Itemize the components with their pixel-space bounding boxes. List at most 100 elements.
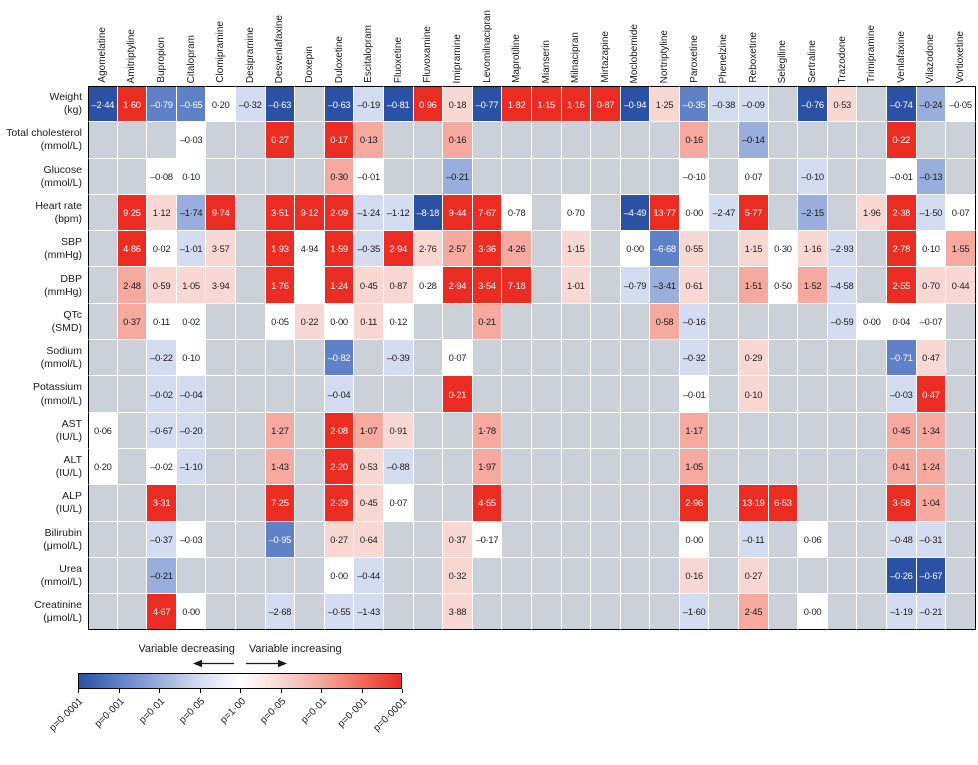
heatmap-cell: 0·02 bbox=[176, 303, 207, 341]
heatmap-cell bbox=[857, 376, 888, 413]
heatmap-cell bbox=[295, 594, 325, 631]
heatmap-cell bbox=[383, 594, 414, 631]
heatmap-cell: –1·74 bbox=[176, 194, 207, 232]
heatmap-cell: –0·05 bbox=[946, 86, 976, 123]
heatmap-cell bbox=[798, 412, 828, 449]
heatmap-cell: –0·81 bbox=[383, 86, 414, 123]
heatmap-cell bbox=[827, 557, 858, 595]
heatmap-cell: 0·30 bbox=[768, 231, 799, 268]
heatmap-cell bbox=[561, 376, 592, 413]
heatmap-cell: 1·55 bbox=[946, 231, 976, 268]
heatmap-cell: –0·26 bbox=[887, 557, 917, 595]
heatmap-cell bbox=[502, 485, 532, 522]
row-label: Bilirubin (μmol/L) bbox=[43, 526, 82, 552]
row-label: Heart rate (bpm) bbox=[35, 199, 82, 226]
heatmap-cell bbox=[413, 557, 444, 595]
heatmap-cell: 6·53 bbox=[768, 485, 799, 522]
heatmap-cell bbox=[413, 376, 444, 413]
heatmap-cell bbox=[709, 376, 740, 413]
heatmap-cell: 0·00 bbox=[324, 557, 355, 595]
heatmap-cell bbox=[591, 194, 621, 232]
row-label: Potassium (mmol/L) bbox=[32, 381, 82, 407]
heatmap-cell bbox=[354, 340, 384, 377]
heatmap-cell: 3·54 bbox=[472, 267, 503, 304]
heatmap-cell: –0·94 bbox=[620, 86, 651, 123]
heatmap-cell: 1·93 bbox=[265, 231, 296, 268]
heatmap-cell bbox=[235, 521, 266, 558]
heatmap-cell bbox=[88, 303, 118, 341]
heatmap-cell: 3·51 bbox=[265, 194, 296, 232]
corner-spacer bbox=[0, 6, 88, 86]
heatmap-cell bbox=[650, 485, 680, 522]
heatmap-cell: 0·70 bbox=[916, 267, 947, 304]
row-label: Sodium (mmol/L) bbox=[40, 345, 82, 371]
heatmap-cell bbox=[798, 340, 828, 377]
column-header-mianserin: Mianserin bbox=[540, 39, 552, 83]
heatmap-cell bbox=[502, 557, 532, 595]
heatmap-cell bbox=[768, 194, 799, 232]
heatmap-cell bbox=[591, 122, 621, 159]
heatmap-cell: 9·44 bbox=[443, 194, 473, 232]
column-header-mirtazapine: Mirtazapine bbox=[599, 31, 611, 83]
heatmap-cell bbox=[650, 412, 680, 449]
tick-label: p=0·0001 bbox=[371, 696, 410, 735]
heatmap-cell bbox=[857, 448, 888, 486]
heatmap-cell bbox=[413, 485, 444, 522]
heatmap-cell bbox=[650, 376, 680, 413]
tick-label: p=0·01 bbox=[136, 696, 167, 727]
heatmap-cell bbox=[798, 376, 828, 413]
heatmap-cell bbox=[295, 412, 325, 449]
heatmap-cell: –0·76 bbox=[798, 86, 828, 123]
heatmap-cell: –0·22 bbox=[147, 340, 177, 377]
heatmap-cell: –0·55 bbox=[324, 594, 355, 631]
heatmap-cell bbox=[88, 122, 118, 159]
heatmap-cell bbox=[620, 303, 651, 341]
heatmap-cell bbox=[591, 231, 621, 268]
heatmap-cell: 0·45 bbox=[354, 485, 384, 522]
heatmap-cell: 2·09 bbox=[324, 194, 355, 232]
heatmap-cell: –0·16 bbox=[679, 303, 710, 341]
heatmap-cell bbox=[531, 412, 562, 449]
heatmap-cell bbox=[798, 485, 828, 522]
heatmap-cell: –0·39 bbox=[383, 340, 414, 377]
heatmap-cell bbox=[620, 448, 651, 486]
heatmap-cell: –0·04 bbox=[176, 376, 207, 413]
heatmap-cell: 0·41 bbox=[887, 448, 917, 486]
row-label: Glucose (mmol/L) bbox=[40, 163, 82, 189]
heatmap-cell bbox=[827, 340, 858, 377]
arrow-right-icon bbox=[246, 659, 287, 668]
heatmap-cell bbox=[620, 485, 651, 522]
heatmap-cell: 0·10 bbox=[739, 376, 769, 413]
heatmap-cell: 0·00 bbox=[798, 594, 828, 631]
heatmap-cell: 2·96 bbox=[679, 485, 710, 522]
heatmap-cell: 9·74 bbox=[206, 194, 236, 232]
heatmap-cell bbox=[798, 303, 828, 341]
heatmap-cell bbox=[295, 448, 325, 486]
heatmap-cell bbox=[591, 448, 621, 486]
heatmap-cell: 13·77 bbox=[650, 194, 680, 232]
column-header-bupropion: Bupropion bbox=[155, 37, 167, 83]
column-header-clomipramine: Clomipramine bbox=[215, 21, 227, 83]
heatmap-cell bbox=[650, 557, 680, 595]
row-label: DBP (mmHg) bbox=[44, 272, 82, 298]
row-label: ALT (IU/L) bbox=[55, 453, 82, 480]
heatmap-cell bbox=[117, 557, 148, 595]
heatmap-cell: –0·63 bbox=[324, 86, 355, 123]
column-header-imipramine: Imipramine bbox=[451, 33, 463, 83]
heatmap-cell bbox=[798, 448, 828, 486]
heatmap-cell bbox=[265, 340, 296, 377]
colorbar-gradient bbox=[78, 673, 402, 690]
heatmap-cell: 0·87 bbox=[591, 86, 621, 123]
heatmap-cell bbox=[768, 594, 799, 631]
column-header-moclobemide: Moclobemide bbox=[629, 23, 641, 83]
heatmap-cell bbox=[502, 376, 532, 413]
heatmap-cell: 0·16 bbox=[679, 122, 710, 159]
column-header-escitalopram: Escitalopram bbox=[363, 25, 375, 83]
heatmap-cell bbox=[413, 122, 444, 159]
heatmap-cell: 3·36 bbox=[472, 231, 503, 268]
heatmap-cell: –6·68 bbox=[650, 231, 680, 268]
heatmap-cell bbox=[650, 158, 680, 195]
heatmap-cell bbox=[88, 231, 118, 268]
heatmap-cell: 1·05 bbox=[679, 448, 710, 486]
heatmap-cell bbox=[709, 521, 740, 558]
